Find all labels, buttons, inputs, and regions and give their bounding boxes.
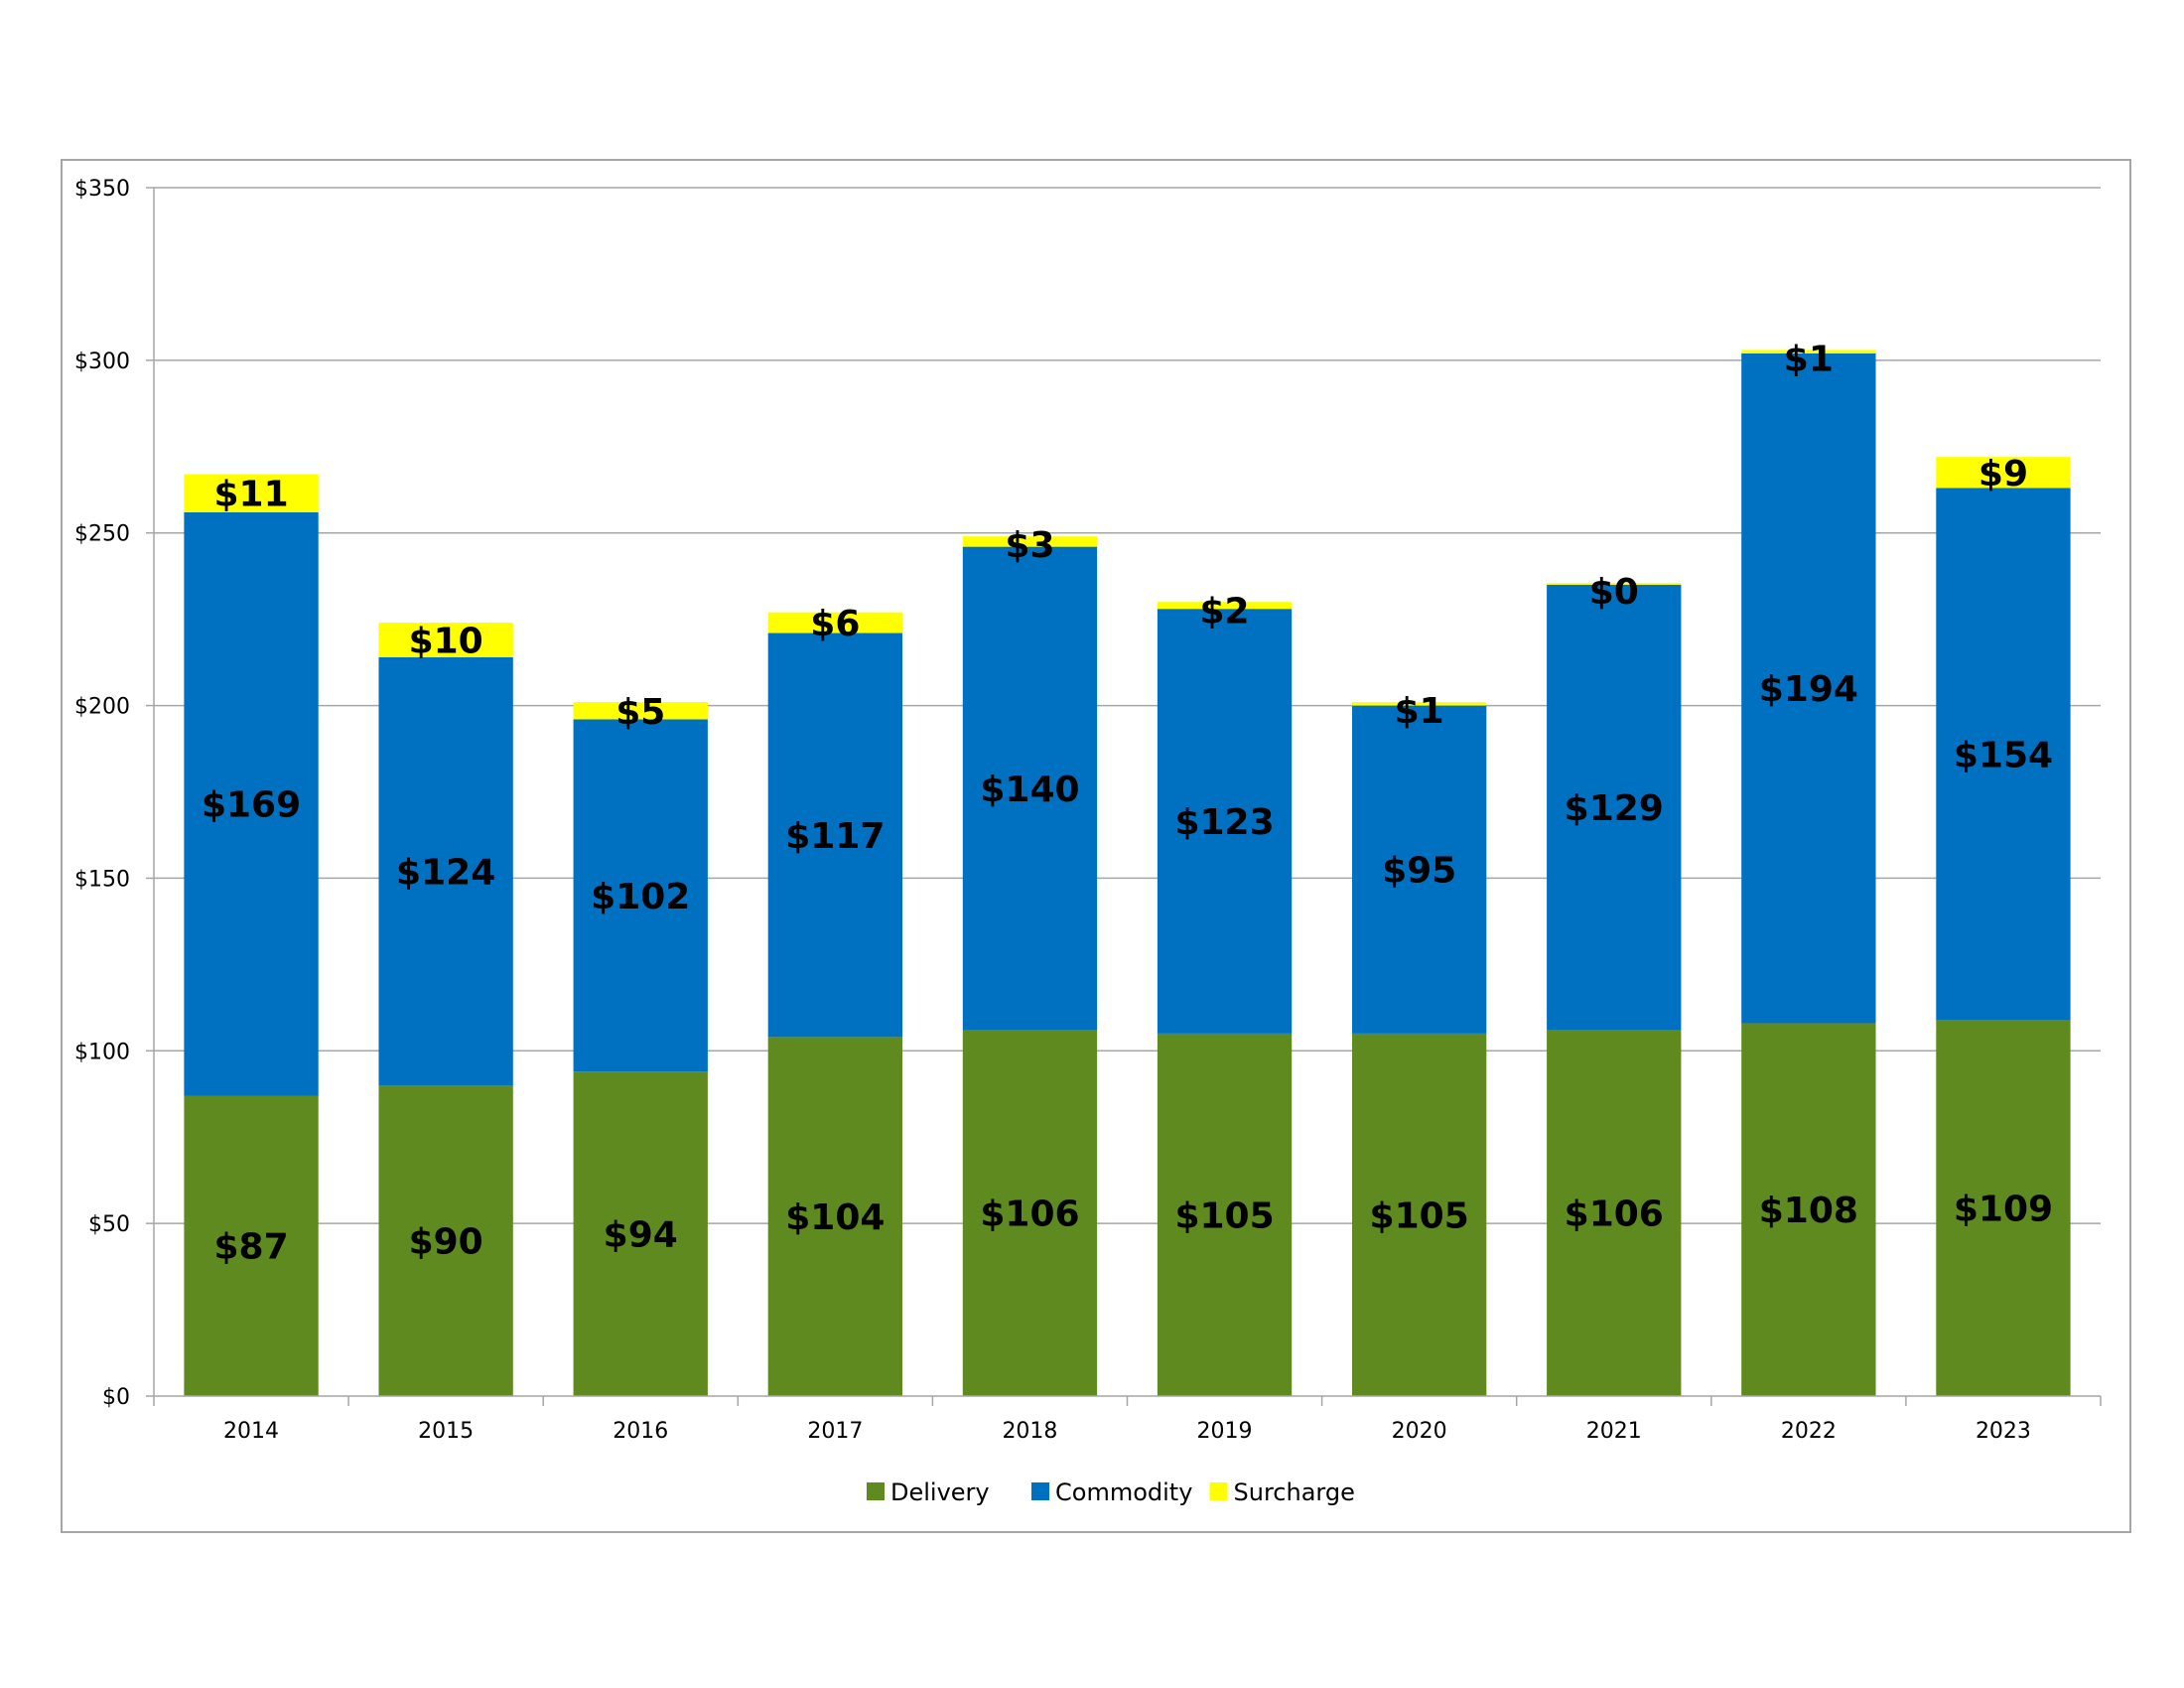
legend-swatch-delivery xyxy=(867,1482,885,1500)
x-tick-label: 2022 xyxy=(1781,1419,1837,1444)
y-tick-label: $250 xyxy=(74,522,130,547)
bar-surcharge xyxy=(1936,457,2071,489)
data-label-commodity: $95 xyxy=(1382,851,1456,892)
x-tick-label: 2019 xyxy=(1197,1419,1253,1444)
data-label-delivery: $105 xyxy=(1174,1196,1274,1236)
bar-delivery xyxy=(1351,1033,1487,1396)
legend-swatch-commodity xyxy=(1031,1482,1049,1500)
data-label-commodity: $124 xyxy=(396,852,495,893)
data-label-commodity: $169 xyxy=(202,785,301,826)
data-label-surcharge: $9 xyxy=(1979,454,2028,494)
bar-commodity xyxy=(1547,584,1682,1031)
y-tick-label: $150 xyxy=(74,867,130,892)
bar-surcharge xyxy=(962,536,1098,547)
y-tick-label: $50 xyxy=(88,1212,130,1237)
legend-label-delivery: Delivery xyxy=(890,1478,990,1506)
x-tick-label: 2015 xyxy=(418,1419,474,1444)
bar-surcharge xyxy=(184,474,319,512)
bar-delivery xyxy=(184,1095,319,1396)
data-label-surcharge: $2 xyxy=(1199,591,1249,632)
bar-surcharge xyxy=(573,702,708,720)
data-label-commodity: $154 xyxy=(1954,735,2053,775)
data-labels: $87 $169 $11 $90 $124 $10 $94 $102 $5 $104 $117 $6 $… xyxy=(202,339,2053,1267)
bar-surcharge xyxy=(1157,602,1293,610)
bars xyxy=(184,350,2071,1396)
bar-surcharge xyxy=(378,623,513,657)
data-label-surcharge: $1 xyxy=(1395,691,1444,732)
bar-delivery xyxy=(1157,1033,1293,1396)
bar-commodity xyxy=(1936,488,2071,1020)
bar-commodity xyxy=(962,546,1098,1031)
data-label-delivery: $104 xyxy=(785,1197,885,1238)
y-tick-label: $300 xyxy=(74,350,130,374)
x-tick-label: 2018 xyxy=(1002,1419,1057,1444)
data-label-commodity: $117 xyxy=(785,816,885,857)
data-label-delivery: $87 xyxy=(213,1227,288,1268)
data-label-commodity: $123 xyxy=(1174,802,1274,843)
legend-label-commodity: Commodity xyxy=(1055,1478,1192,1506)
x-axis-ticks: 2014 2015 2016 2017 2018 2019 2020 2021 2022 2023 xyxy=(153,1396,2102,1444)
x-tick-label: 2021 xyxy=(1586,1419,1642,1444)
data-label-delivery: $94 xyxy=(604,1215,678,1256)
bar-delivery xyxy=(962,1030,1098,1396)
bar-commodity xyxy=(767,633,903,1038)
data-label-surcharge: $1 xyxy=(1784,339,1834,379)
bar-surcharge xyxy=(767,612,903,633)
bar-commodity xyxy=(573,719,708,1072)
bar-surcharge xyxy=(1741,350,1876,353)
bar-commodity xyxy=(1741,352,1876,1024)
data-label-commodity: $129 xyxy=(1565,788,1664,829)
bar-delivery xyxy=(1741,1023,1876,1396)
y-axis-ticks: $0 $50 $100 $150 $200 $250 $300 $350 xyxy=(74,177,154,1410)
data-label-surcharge: $11 xyxy=(213,475,288,515)
bar-delivery xyxy=(573,1071,708,1396)
legend-swatch-surcharge xyxy=(1209,1482,1228,1500)
bar-surcharge xyxy=(1547,583,1682,585)
y-tick-label: $0 xyxy=(102,1385,130,1410)
bar-commodity xyxy=(1157,609,1293,1034)
data-label-delivery: $90 xyxy=(409,1222,483,1263)
bar-commodity xyxy=(378,656,513,1086)
bar-commodity xyxy=(1351,705,1487,1034)
data-label-delivery: $105 xyxy=(1370,1196,1469,1236)
x-tick-label: 2016 xyxy=(613,1419,668,1444)
x-tick-label: 2023 xyxy=(1976,1419,2031,1444)
bar-delivery xyxy=(1936,1019,2071,1396)
data-label-surcharge: $3 xyxy=(1005,525,1054,566)
data-label-delivery: $109 xyxy=(1954,1189,2053,1229)
data-label-surcharge: $0 xyxy=(1589,572,1639,613)
bar-delivery xyxy=(1547,1030,1682,1396)
data-label-surcharge: $10 xyxy=(409,622,483,662)
legend: Delivery Commodity Surcharge xyxy=(867,1478,1355,1506)
x-tick-label: 2014 xyxy=(223,1419,279,1444)
data-label-delivery: $106 xyxy=(1565,1195,1664,1235)
data-label-delivery: $108 xyxy=(1759,1191,1858,1231)
y-tick-label: $100 xyxy=(74,1040,130,1064)
bar-commodity xyxy=(184,511,319,1096)
data-label-commodity: $102 xyxy=(591,877,690,917)
bar-delivery xyxy=(767,1037,903,1396)
data-label-commodity: $140 xyxy=(980,770,1079,810)
data-label-commodity: $194 xyxy=(1759,669,1858,710)
bar-delivery xyxy=(378,1085,513,1396)
bar-surcharge xyxy=(1351,702,1487,706)
y-tick-label: $200 xyxy=(74,695,130,720)
legend-label-surcharge: Surcharge xyxy=(1234,1478,1355,1506)
x-tick-label: 2020 xyxy=(1392,1419,1447,1444)
data-label-surcharge: $5 xyxy=(615,692,665,733)
data-label-delivery: $106 xyxy=(980,1195,1079,1235)
x-tick-label: 2017 xyxy=(807,1419,863,1444)
data-label-surcharge: $6 xyxy=(810,604,860,644)
y-tick-label: $350 xyxy=(74,177,130,202)
